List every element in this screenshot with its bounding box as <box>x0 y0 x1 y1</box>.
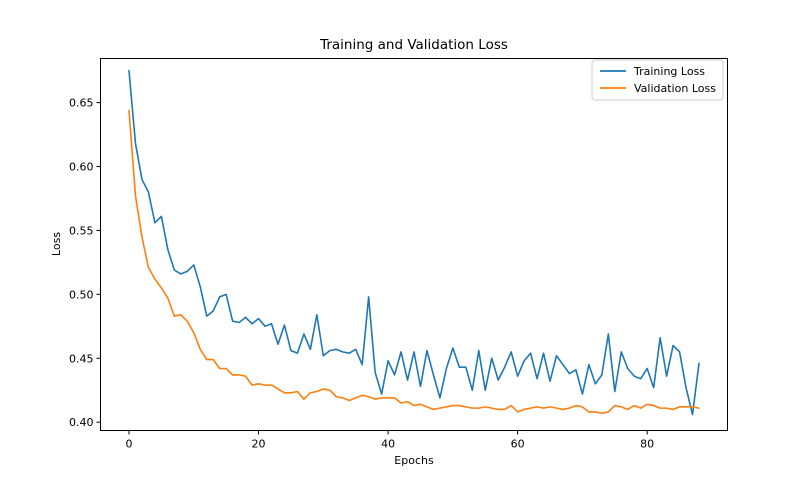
x-tick-label: 0 <box>126 438 133 451</box>
x-tick-label: 40 <box>381 438 395 451</box>
y-tick-label: 0.50 <box>69 288 94 301</box>
plot-lines <box>128 69 700 416</box>
y-axis-label: Loss <box>50 232 63 256</box>
y-tick-label: 0.55 <box>69 224 94 237</box>
x-tick-label: 80 <box>640 438 654 451</box>
y-tick-label: 0.45 <box>69 352 94 365</box>
x-tick-label: 20 <box>252 438 266 451</box>
y-tick-label: 0.40 <box>69 416 94 429</box>
legend-label-validation-loss: Validation Loss <box>634 82 716 95</box>
x-tick-label: 60 <box>511 438 525 451</box>
legend: Training Loss Validation Loss <box>591 59 724 101</box>
y-axis-ticks: 0.40 0.45 0.50 0.55 0.60 0.65 <box>69 97 101 429</box>
chart-title: Training and Validation Loss <box>319 37 508 53</box>
y-tick-label: 0.65 <box>69 97 94 110</box>
legend-box <box>591 59 724 101</box>
series-line-training-loss <box>128 69 700 416</box>
y-tick-label: 0.60 <box>69 161 94 174</box>
series-line-validation-loss <box>128 109 700 415</box>
plot-frame <box>100 58 728 431</box>
x-axis-label: Epochs <box>394 454 434 467</box>
legend-label-training-loss: Training Loss <box>633 65 705 78</box>
x-axis-ticks: 0 20 40 60 80 <box>126 430 654 451</box>
